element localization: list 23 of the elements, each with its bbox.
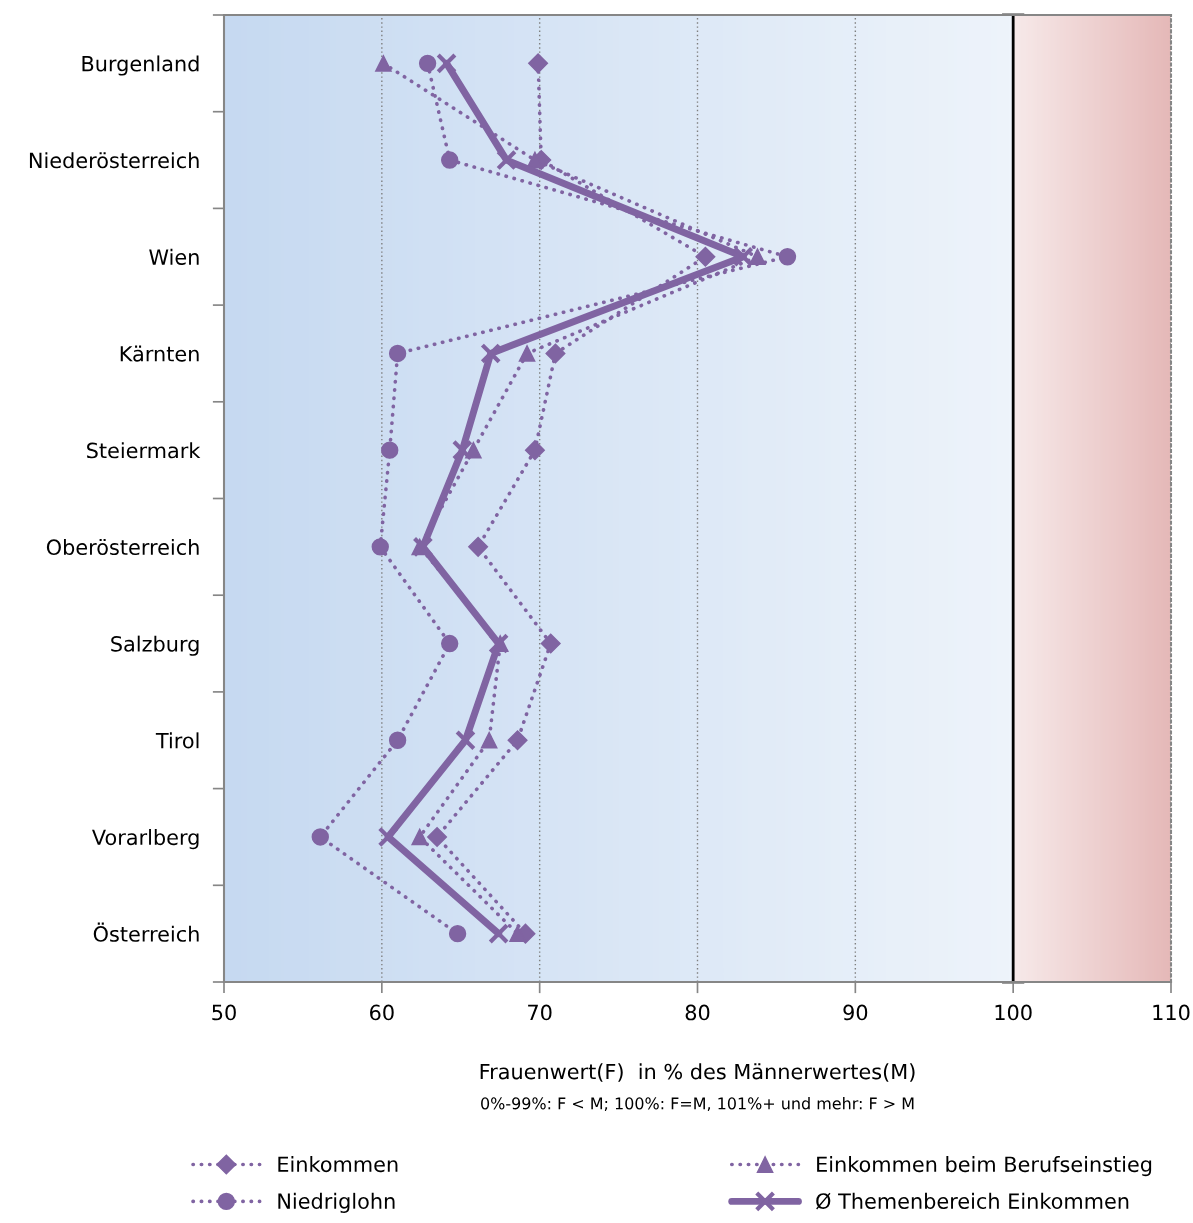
text: 0%-99%: F < M; 100%: F=M, 101%+ und mehr: F > M [481,1097,914,1112]
y-tick-label: Salzburg [111,635,199,656]
y-tick-label: Vorarlberg [92,829,199,850]
y-tick-label: Österreich [93,922,199,942]
y-tick-label: Tirol [155,732,199,749]
y-tick-label: Oberösterreich [46,538,199,556]
y-tick-label: Burgenland [82,55,199,76]
x-tick-label: 80 [685,1004,710,1021]
legend-label: Ø Themenbereich Einkommen [816,1192,1129,1210]
x-tick-label: 90 [843,1004,868,1021]
y-tick-label: Steiermark [87,442,201,459]
x-axis-title: Frauenwert(F) in % des Männerwertes(M) [480,1063,915,1082]
x-tick-label: 50 [212,1004,236,1021]
x-tick-label: 110 [1153,1004,1190,1021]
legend-label: Einkommen beim Berufseinstieg [817,1156,1152,1177]
y-tick-label: Kärnten [120,345,199,362]
x-tick-label: 100 [995,1004,1032,1021]
y-tick-label: Wien [149,248,199,265]
x-tick-label: 60 [370,1004,394,1021]
legend-label: Niedriglohn [278,1192,395,1213]
y-tick-label: Niederösterreich [29,152,199,169]
legend-label: Einkommen [278,1156,398,1173]
x-tick-label: 70 [528,1004,552,1021]
